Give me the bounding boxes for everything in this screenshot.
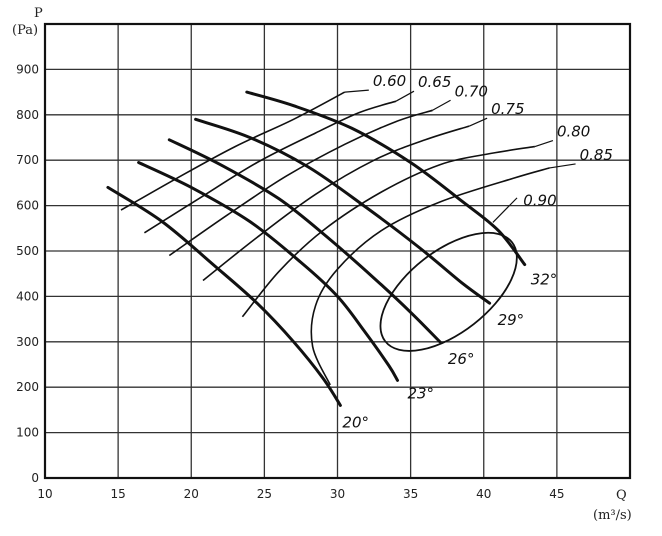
x-tick-label: 40	[476, 487, 491, 501]
x-tick-label: 30	[330, 487, 345, 501]
plot-frame	[43, 22, 632, 480]
y-tick-label: 400	[16, 289, 39, 303]
y-tick-label: 300	[16, 335, 39, 349]
efficiency-leader-line	[432, 99, 451, 111]
y-axis-label: P	[34, 6, 43, 21]
efficiency-leader-line	[549, 163, 576, 169]
efficiency-curves	[120, 89, 576, 386]
y-tick-label: 100	[16, 426, 39, 440]
efficiency-leader-line	[468, 117, 488, 127]
x-axis-label: Q	[616, 488, 627, 503]
efficiency-curve	[310, 167, 550, 386]
blade-angle-curve	[245, 90, 527, 267]
efficiency-curve	[120, 91, 346, 211]
x-tick-label: 15	[110, 487, 125, 501]
x-tick-label: 35	[403, 487, 418, 501]
blade-angle-label: 23°	[407, 384, 434, 402]
y-tick-label: 0	[31, 471, 39, 485]
y-tick-label: 900	[16, 62, 39, 76]
efficiency-curve	[241, 145, 536, 318]
efficiency-label: 0.65	[418, 73, 451, 91]
x-tick-label: 20	[184, 487, 199, 501]
y-tick-label: 700	[16, 153, 39, 167]
efficiency-curve	[168, 109, 433, 257]
blade-angle-label: 26°	[448, 350, 475, 368]
y-tick-label: 500	[16, 244, 39, 258]
x-axis-unit: (m³/s)	[593, 508, 632, 523]
blade-angle-curve	[106, 185, 342, 407]
x-tick-label: 25	[257, 487, 272, 501]
grid	[43, 22, 632, 480]
blade-angle-curves	[106, 90, 527, 407]
blade-angle-label: 32°	[531, 271, 558, 289]
y-tick-label: 200	[16, 380, 39, 394]
efficiency-ellipse-label: 0.90	[523, 192, 556, 210]
y-tick-label: 800	[16, 108, 39, 122]
efficiency-leader-line	[492, 197, 518, 223]
x-tick-labels: 10 15 20 25 30 35 40 45	[37, 487, 564, 501]
efficiency-label: 0.70	[455, 82, 488, 100]
blade-angle-curve	[194, 117, 492, 305]
efficiency-leader-line	[534, 140, 554, 148]
blade-angle-label: 20°	[342, 413, 369, 431]
curve-labels: 0.60 0.650.700.75 0.80 0.85 0.90 20° 23° 26° 29°…	[342, 72, 613, 431]
blade-angle-curve	[137, 161, 399, 382]
efficiency-label: 0.85	[580, 146, 613, 164]
efficiency-curve	[143, 100, 397, 234]
efficiency-label: 0.60	[373, 72, 406, 90]
x-tick-label: 45	[549, 487, 564, 501]
efficiency-curve	[202, 125, 470, 282]
blade-angle-curve	[167, 138, 442, 344]
efficiency-label: 0.75	[491, 100, 524, 118]
y-tick-label: 600	[16, 199, 39, 213]
efficiency-ellipse	[379, 231, 518, 352]
y-tick-labels: 0 100 200 300 400 500 600 700 800 900	[16, 62, 39, 485]
y-axis-unit: (Pa)	[12, 23, 38, 38]
x-tick-label: 10	[37, 487, 52, 501]
axes: P (Pa) Q (m³/s)	[12, 6, 632, 523]
blade-angle-label: 29°	[498, 311, 525, 329]
efficiency-leader-line	[344, 89, 369, 93]
efficiency-label: 0.80	[557, 123, 590, 141]
efficiency-leader-line	[395, 90, 415, 102]
